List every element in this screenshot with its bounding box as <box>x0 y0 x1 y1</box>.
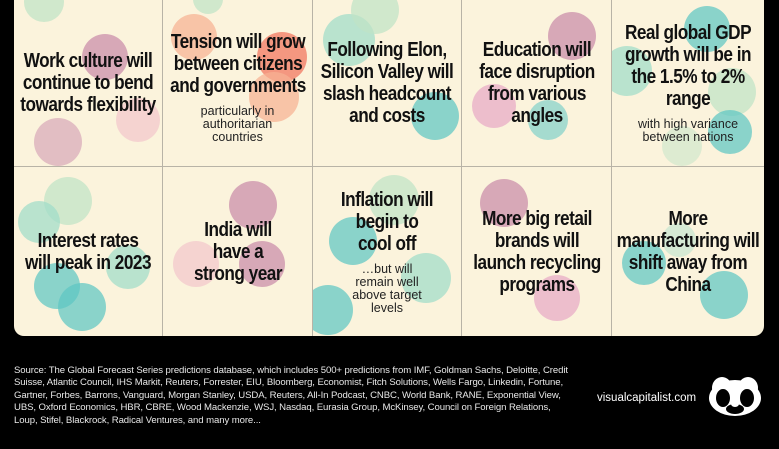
prediction-card-education: Education will face disruption from vari… <box>462 0 612 167</box>
prediction-card-silicon-valley: Following Elon, Silicon Valley will slas… <box>313 0 462 167</box>
decorative-bubble <box>401 253 451 303</box>
decorative-bubble <box>239 241 285 287</box>
prediction-headline: Real global GDP growth will be in the 1.… <box>624 22 752 110</box>
decorative-bubble <box>171 14 217 60</box>
decorative-bubble <box>480 179 528 227</box>
decorative-bubble <box>662 126 702 166</box>
decorative-bubble <box>329 217 377 265</box>
decorative-bubble <box>249 72 299 122</box>
brand-url: visualcapitalist.com <box>597 392 697 404</box>
decorative-bubble <box>18 201 60 243</box>
decorative-bubble <box>684 6 730 52</box>
prediction-card-india: India will have a strong year <box>163 167 313 336</box>
predictions-grid: Work culture will continue to bend towar… <box>14 0 764 336</box>
decorative-bubble <box>82 34 128 80</box>
prediction-card-gdp: Real global GDP growth will be in the 1.… <box>612 0 764 167</box>
decorative-bubble <box>548 12 596 60</box>
decorative-bubble <box>369 175 419 225</box>
decorative-bubble <box>229 181 277 229</box>
prediction-card-manufacturing: More manufacturing will shift away from … <box>612 167 764 336</box>
prediction-headline: India will have a strong year <box>193 218 282 285</box>
prediction-card-work-culture: Work culture will continue to bend towar… <box>14 0 163 167</box>
decorative-bubble <box>708 110 752 154</box>
decorative-bubble <box>313 285 353 335</box>
decorative-bubble <box>622 241 666 285</box>
prediction-headline: Interest rates will peak in 2023 <box>24 229 152 274</box>
prediction-card-retail-recycling: More big retail brands will launch recyc… <box>462 167 612 336</box>
decorative-bubble <box>106 245 150 289</box>
decorative-bubble <box>472 84 516 128</box>
prediction-card-tension: Tension will grow between citizens and g… <box>163 0 313 167</box>
decorative-bubble <box>58 283 106 331</box>
decorative-bubble <box>24 0 64 22</box>
decorative-bubble <box>662 223 696 257</box>
decorative-bubble <box>173 241 219 287</box>
decorative-bubble <box>534 275 580 321</box>
prediction-detail: …but will remain well above target level… <box>352 261 422 315</box>
decorative-bubble <box>708 68 756 116</box>
prediction-headline: More big retail brands will launch recyc… <box>472 207 601 296</box>
decorative-bubble <box>193 0 223 14</box>
prediction-headline: More manufacturing will shift away from … <box>616 207 760 296</box>
prediction-headline: Tension will grow between citizens and g… <box>169 30 306 97</box>
prediction-detail: particularly in authoritarian countries <box>200 103 275 144</box>
decorative-bubble <box>34 118 82 166</box>
prediction-headline: Work culture will continue to bend towar… <box>20 50 156 116</box>
prediction-card-inflation: Inflation will begin to cool off …but wi… <box>313 167 462 336</box>
visual-capitalist-logo-icon <box>709 377 761 416</box>
prediction-detail: with high variance between nations <box>637 117 739 144</box>
source-note: Source: The Global Forecast Series predi… <box>14 365 568 426</box>
decorative-bubble <box>612 46 652 96</box>
decorative-bubble <box>528 100 568 140</box>
decorative-bubble <box>116 98 160 142</box>
prediction-card-interest-rates: Interest rates will peak in 2023 <box>14 167 163 336</box>
prediction-headline: Education will face disruption from vari… <box>478 39 595 127</box>
decorative-bubble <box>411 92 459 140</box>
decorative-bubble <box>700 271 748 319</box>
prediction-headline: Following Elon, Silicon Valley will slas… <box>320 39 454 127</box>
prediction-headline: Inflation will begin to cool off <box>340 188 434 255</box>
